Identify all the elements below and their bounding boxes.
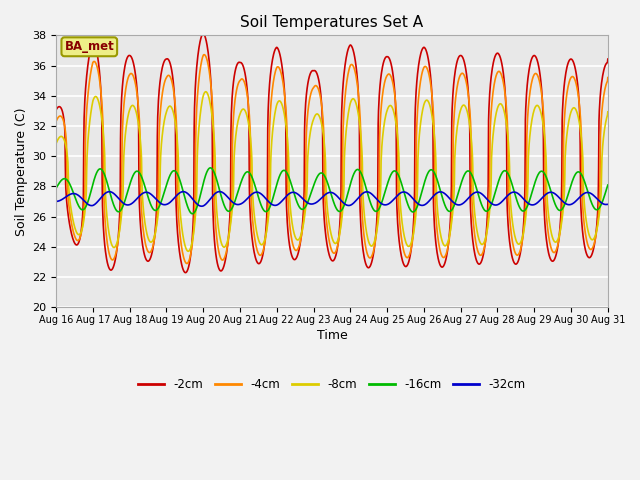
Y-axis label: Soil Temperature (C): Soil Temperature (C) bbox=[15, 107, 28, 236]
Legend: -2cm, -4cm, -8cm, -16cm, -32cm: -2cm, -4cm, -8cm, -16cm, -32cm bbox=[133, 373, 531, 396]
Text: BA_met: BA_met bbox=[65, 40, 114, 53]
X-axis label: Time: Time bbox=[317, 329, 348, 342]
Title: Soil Temperatures Set A: Soil Temperatures Set A bbox=[241, 15, 424, 30]
